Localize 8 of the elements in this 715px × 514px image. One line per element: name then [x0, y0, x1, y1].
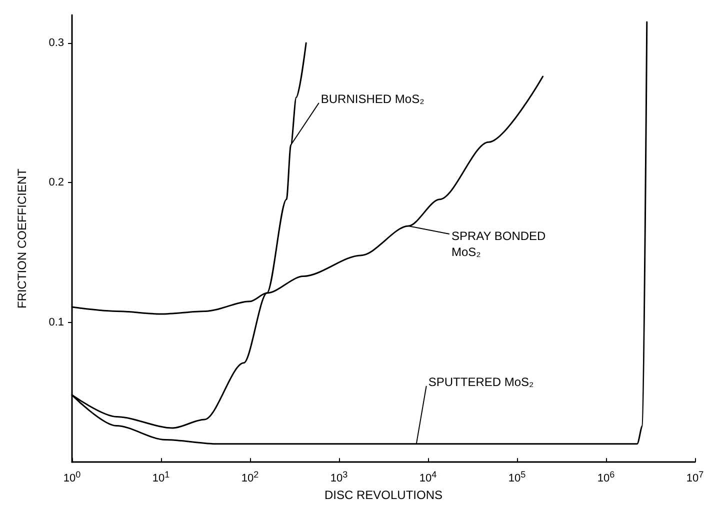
- annotation: SPUTTERED MoS₂: [428, 374, 534, 389]
- y-tick-label: 0.2: [48, 176, 64, 189]
- annotation: SPRAY BONDED MoS₂: [451, 228, 546, 259]
- y-tick-label: 0.1: [48, 316, 64, 328]
- annotation: BURNISHED MoS₂: [320, 92, 425, 106]
- x-axis-title: DISC REVOLUTIONS: [324, 488, 443, 502]
- y-axis-title: FRICTION COEFFICIENT: [15, 168, 29, 309]
- y-tick-label: 0.3: [48, 36, 64, 49]
